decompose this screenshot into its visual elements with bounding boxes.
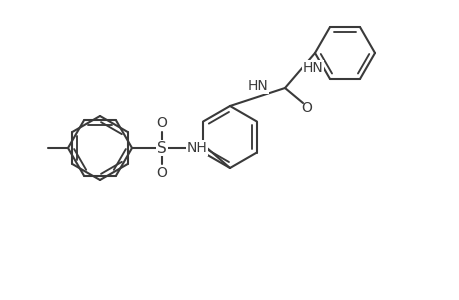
Text: O: O	[156, 166, 167, 180]
Text: HN: HN	[302, 61, 323, 75]
Text: S: S	[157, 140, 167, 155]
Text: O: O	[156, 116, 167, 130]
Text: O: O	[301, 101, 312, 115]
Text: HN: HN	[247, 79, 268, 93]
Text: NH: NH	[186, 141, 207, 155]
